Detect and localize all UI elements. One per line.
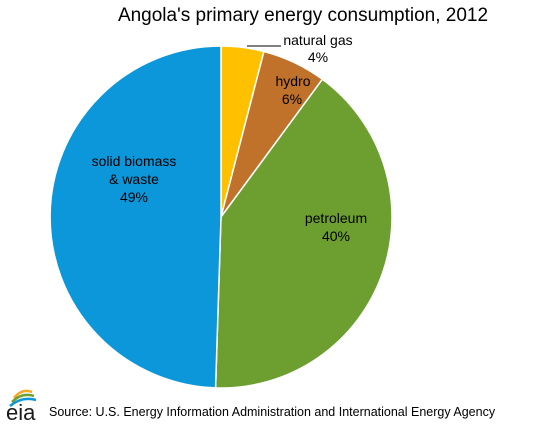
logo-text: eia [6, 400, 36, 425]
slice-value-petroleum: 40% [322, 228, 350, 244]
slice-value-hydro: 6% [282, 91, 302, 107]
slice-label-solid-biomass-line1: solid biomass [92, 153, 177, 169]
slice-label-solid-biomass-line2: & waste [109, 171, 159, 187]
source-note: Source: U.S. Energy Information Administ… [49, 405, 496, 419]
logo-swoosh-blue [9, 397, 37, 407]
slice-label-natural-gas: natural gas [283, 32, 352, 48]
logo-swoosh-orange [13, 389, 33, 399]
chart-title: Angola's primary energy consumption, 201… [118, 5, 488, 26]
logo-swoosh-green [11, 393, 35, 403]
slice-value-natural-gas: 4% [308, 49, 328, 65]
pie-slices [49, 45, 393, 389]
eia-logo: eia [6, 389, 37, 425]
pie-slice-petroleum [214, 78, 393, 389]
slice-label-petroleum: petroleum [305, 210, 367, 226]
slice-label-hydro: hydro [275, 73, 310, 89]
pie-slice-solid-biomass-waste [49, 45, 222, 389]
slice-value-solid-biomass: 49% [120, 189, 148, 205]
